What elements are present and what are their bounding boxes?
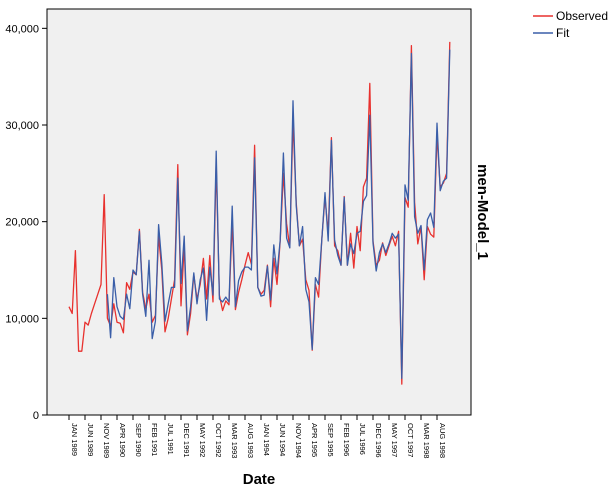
x-tick-label: FEB 1996: [342, 423, 351, 456]
plot-background: [46, 8, 472, 416]
x-tick-label: MAR 1993: [230, 423, 239, 458]
x-tick-label: MAY 1997: [390, 423, 399, 457]
x-tick-label: DEC 1991: [182, 423, 191, 458]
legend: Observed Fit: [533, 9, 608, 40]
x-tick-label: APR 1995: [310, 423, 319, 457]
x-tick-label: JAN 1994: [262, 423, 271, 456]
x-tick-label: JUN 1994: [278, 423, 287, 456]
x-tick-label: JUL 1996: [358, 423, 367, 455]
y-axis: 0 10,000 20,000 30,000 40,000: [5, 23, 47, 422]
x-tick-label: NOV 1989: [102, 423, 111, 458]
y-tick-label: 10,000: [5, 313, 39, 325]
series-lines: [68, 41, 451, 385]
x-tick-label: MAR 1998: [422, 423, 431, 458]
x-tick-label: DEC 1996: [374, 423, 383, 458]
x-tick-label: OCT 1997: [406, 423, 415, 457]
x-axis: JAN 1989 JUN 1989 NOV 1989 APR 1990 SEP 1990…: [68, 415, 447, 458]
x-tick-label: AUG 1998: [438, 423, 447, 458]
legend-label-fit: Fit: [556, 26, 570, 40]
x-tick-label: JUN 1989: [86, 423, 95, 456]
y-tick-label: 20,000: [5, 217, 39, 229]
x-tick-label: JUL 1991: [166, 423, 175, 455]
y-tick-label: 0: [33, 410, 39, 422]
series-line-fit: [106, 49, 451, 379]
x-tick-label: FEB 1991: [150, 423, 159, 456]
x-axis-title: Date: [243, 471, 276, 488]
x-tick-label: OCT 1992: [214, 423, 223, 457]
x-tick-label: MAY 1992: [198, 423, 207, 457]
y-axis-title: men-Model_1: [474, 164, 491, 260]
x-tick-label: SEP 1990: [134, 423, 143, 457]
y-tick-label: 40,000: [5, 23, 39, 35]
x-tick-label: AUG 1993: [246, 423, 255, 458]
x-tick-label: NOV 1994: [294, 423, 303, 458]
x-tick-label: APR 1990: [118, 423, 127, 457]
x-tick-label: SEP 1995: [326, 423, 335, 457]
legend-label-observed: Observed: [556, 9, 608, 23]
x-tick-label: JAN 1989: [70, 423, 79, 456]
y-tick-label: 30,000: [5, 120, 39, 132]
